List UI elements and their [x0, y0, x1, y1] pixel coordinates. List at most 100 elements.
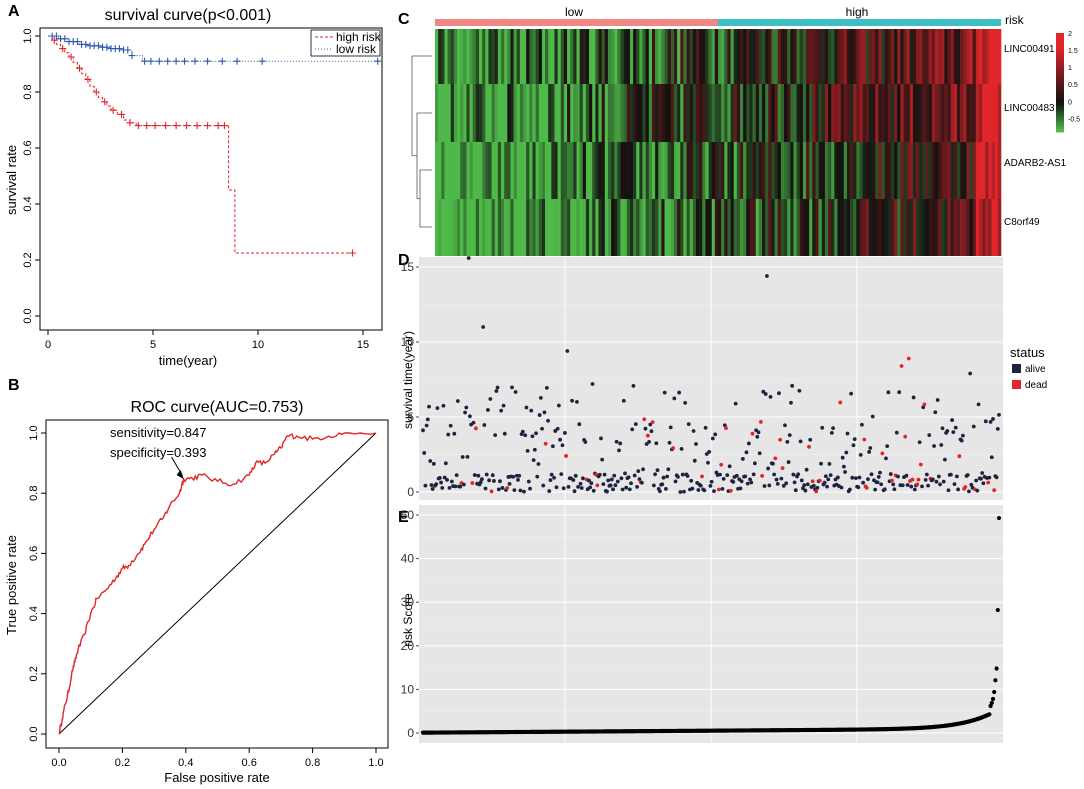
heatmap-cell	[840, 199, 845, 256]
alive-patient-point	[710, 436, 715, 441]
colorbar-segment	[1056, 65, 1064, 69]
alive-patient-point	[923, 477, 928, 482]
heatmap-cell	[771, 84, 775, 142]
alive-patient-point	[905, 483, 910, 487]
alive-patient-point	[991, 417, 995, 421]
heatmap-cell	[642, 84, 646, 142]
dead-patient-point	[810, 479, 815, 484]
colorbar-segment	[1056, 42, 1064, 46]
heatmap-cell	[670, 84, 675, 142]
alive-patient-point	[825, 484, 829, 489]
heatmap-cell	[963, 199, 967, 256]
heatmap-cell	[595, 84, 599, 142]
heatmap-cell	[916, 142, 920, 199]
alive-patient-point	[501, 403, 506, 408]
dead-patient-point	[724, 426, 728, 431]
alive-patient-point	[495, 385, 500, 390]
heatmap-cell	[491, 199, 496, 256]
heatmap-cell	[834, 29, 838, 84]
heatmap-cell	[846, 142, 851, 199]
dead-patient-point	[489, 489, 494, 494]
heatmap-cell	[982, 142, 986, 199]
heatmap-cell	[821, 29, 826, 84]
heatmap-cell	[661, 199, 665, 256]
heatmap-cell	[887, 29, 892, 84]
heatmap-cell	[655, 29, 659, 84]
heatmap-cell	[494, 29, 499, 84]
alive-patient-point	[630, 427, 635, 432]
alive-patient-point	[797, 388, 802, 393]
heatmap-cell	[573, 84, 577, 142]
heatmap-cell	[991, 84, 996, 142]
heatmap-cell	[887, 84, 892, 142]
dead-patient-point	[899, 364, 904, 368]
heatmap-cell	[658, 29, 662, 84]
heatmap-cell	[469, 142, 474, 199]
heatmap-cell	[563, 142, 568, 199]
heatmap-cell	[699, 199, 703, 256]
heatmap-cell	[922, 29, 926, 84]
heatmap-cell	[812, 84, 816, 142]
heatmap-cell	[749, 142, 753, 199]
high-risk-censor-mark	[59, 45, 67, 53]
heatmap-cell	[740, 199, 744, 256]
alive-patient-point	[499, 408, 504, 413]
heatmap-cell	[796, 142, 801, 199]
dead-patient-point	[864, 485, 869, 490]
colorbar-segment	[1056, 40, 1064, 44]
roc-diagonal	[58, 432, 377, 735]
alive-patient-point	[815, 485, 820, 490]
survival-xlabel: time(year)	[159, 353, 218, 368]
low-risk-censor-mark	[164, 57, 172, 65]
heatmap-cell	[582, 142, 587, 199]
heatmap-cell	[655, 199, 659, 256]
colorbar-segment	[1056, 109, 1064, 113]
alive-patient-point	[453, 484, 458, 489]
colorbar-segment	[1056, 94, 1064, 98]
survival-legend-box	[310, 29, 381, 57]
heatmap-cell	[884, 142, 889, 199]
alive-patient-point	[820, 425, 825, 430]
heatmap-cell	[444, 142, 448, 199]
survival-xtick-label: 15	[357, 339, 369, 351]
alive-patient-point	[694, 442, 698, 446]
heatmap-cell	[579, 142, 584, 199]
alive-patient-point	[614, 439, 619, 444]
colorbar-tick-label: 1	[1068, 65, 1072, 72]
alive-patient-point	[660, 482, 665, 487]
alive-patient-point	[623, 471, 627, 476]
heatmap-cell	[743, 29, 747, 84]
alive-patient-point	[575, 399, 579, 404]
heatmap-cell	[906, 84, 911, 142]
alive-patient-point	[866, 477, 870, 482]
alive-patient-point	[525, 449, 530, 453]
heatmap-cell	[636, 199, 640, 256]
alive-patient-point	[953, 425, 958, 430]
heatmap-cell	[752, 142, 757, 199]
alive-patient-point	[790, 383, 795, 388]
heatmap-cell	[513, 142, 518, 199]
heatmap-cell	[746, 29, 750, 84]
heatmap-cell	[900, 199, 904, 256]
heatmap-cell	[513, 29, 518, 84]
heatmap-cell	[573, 29, 577, 84]
heatmap-cell	[636, 84, 640, 142]
heatmap-cell	[626, 142, 631, 199]
heatmap-cell	[972, 199, 977, 256]
heatmap-cell	[721, 199, 725, 256]
alive-patient-point	[589, 481, 594, 486]
heatmap-cell	[570, 29, 574, 84]
alive-patient-point	[605, 489, 609, 494]
alive-patient-point	[494, 389, 499, 393]
heatmap-cell	[664, 84, 668, 142]
heatmap-cell	[633, 84, 637, 142]
heatmap-cell	[912, 199, 917, 256]
alive-patient-point	[461, 482, 466, 487]
alive-patient-point	[761, 389, 766, 394]
heatmap-cell	[856, 199, 860, 256]
alive-patient-point	[600, 457, 605, 462]
alive-patient-point	[721, 476, 726, 481]
heatmap-cell	[516, 199, 521, 256]
alive-patient-point	[952, 482, 957, 487]
heatmap-cell	[494, 84, 499, 142]
